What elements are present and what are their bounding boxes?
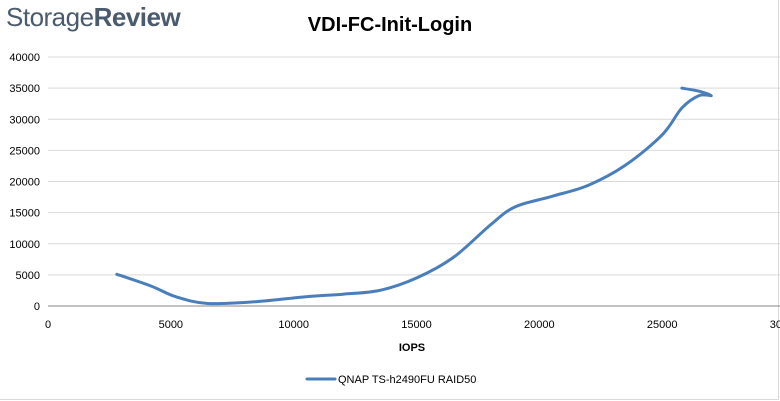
y-tick-label: 35000	[9, 83, 40, 95]
x-axis-label: IOPS	[399, 342, 425, 354]
y-axis-ticks: 0 5000 10000 15000 20000 25000 30000 35000 40000	[9, 52, 40, 313]
y-tick-label: 10000	[9, 239, 40, 251]
legend-label: QNAP TS-h2490FU RAID50	[338, 374, 476, 386]
gridlines	[48, 56, 780, 276]
y-tick-label: 15000	[9, 208, 40, 220]
logo-review: Review	[93, 2, 181, 32]
x-axis-ticks: 0 5000 10000 15000 20000 25000 30000	[45, 319, 780, 331]
storagereview-logo: StorageReview	[6, 2, 181, 33]
legend: QNAP TS-h2490FU RAID50	[305, 374, 476, 386]
logo-storage: Storage	[6, 2, 94, 32]
x-tick-label: 30000	[770, 319, 780, 331]
x-tick-label: 25000	[647, 319, 678, 331]
x-tick-label: 10000	[278, 319, 309, 331]
x-tick-label: 15000	[401, 319, 432, 331]
y-tick-label: 5000	[16, 270, 40, 282]
y-tick-label: 30000	[9, 114, 40, 126]
chart-title: VDI-FC-Init-Login	[0, 14, 780, 37]
y-tick-label: 40000	[9, 52, 40, 64]
y-tick-label: 25000	[9, 145, 40, 157]
y-tick-label: 0	[34, 301, 40, 313]
series-line	[115, 86, 713, 306]
x-tick-label: 0	[45, 319, 51, 331]
y-tick-label: 20000	[9, 177, 40, 189]
chart-title-text: VDI-FC-Init-Login	[307, 14, 473, 36]
x-tick-label: 20000	[524, 319, 555, 331]
x-tick-label: 5000	[159, 319, 183, 331]
